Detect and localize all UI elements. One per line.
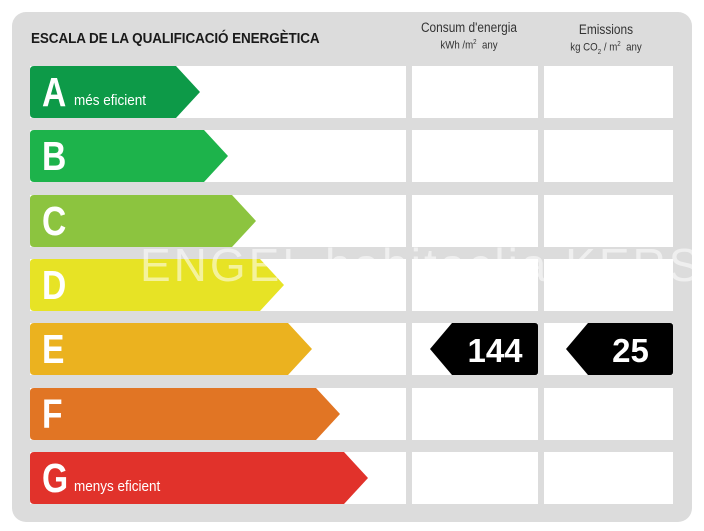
consum-cell [412, 130, 538, 182]
rating-subtitle: menys eficient [74, 478, 161, 495]
emissions-column-header: Emissions kg CO2 / m2 any [540, 22, 672, 56]
consum-cell [412, 452, 538, 504]
emissions-title: Emissions [578, 22, 634, 37]
rating-letter-f: F [42, 391, 63, 437]
consum-unit: kWh /m2 any [440, 39, 498, 52]
rating-letter-a: A [42, 69, 67, 115]
emissions-unit: kg CO2 / m2 any [570, 41, 642, 56]
consum-cell [412, 195, 538, 247]
emissions-cell [544, 452, 673, 504]
label-title: ESCALA DE LA QUALIFICACIÓ ENERGÈTICA [31, 31, 320, 47]
consum-rating-tag-value: 144 [467, 332, 523, 369]
rating-bar-d: D [30, 259, 284, 311]
rating-bar-b: B [30, 130, 228, 182]
emissions-cell [544, 66, 673, 118]
emissions-cell [544, 130, 673, 182]
consum-rating-tag: 144 [430, 323, 538, 375]
consum-column-header: Consum d'energia kWh /m2 any [406, 20, 532, 52]
rating-letter-g: G [42, 455, 69, 501]
rating-bar-c: C [30, 195, 256, 247]
rating-letter-e: E [42, 326, 65, 372]
rating-bar-f: F [30, 388, 340, 440]
consum-cell [412, 259, 538, 311]
emissions-cell [544, 388, 673, 440]
rating-subtitle: més eficient [74, 92, 147, 109]
consum-cell [412, 66, 538, 118]
consum-title: Consum d'energia [420, 20, 518, 35]
emissions-rating-tag-value: 25 [612, 332, 649, 369]
rating-letter-c: C [42, 198, 67, 244]
consum-cell [412, 388, 538, 440]
rating-bar-e: E [30, 323, 312, 375]
emissions-cell [544, 195, 673, 247]
emissions-rating-tag: 25 [566, 323, 673, 375]
rating-letter-d: D [42, 262, 67, 308]
rating-letter-b: B [42, 133, 67, 179]
emissions-cell [544, 259, 673, 311]
